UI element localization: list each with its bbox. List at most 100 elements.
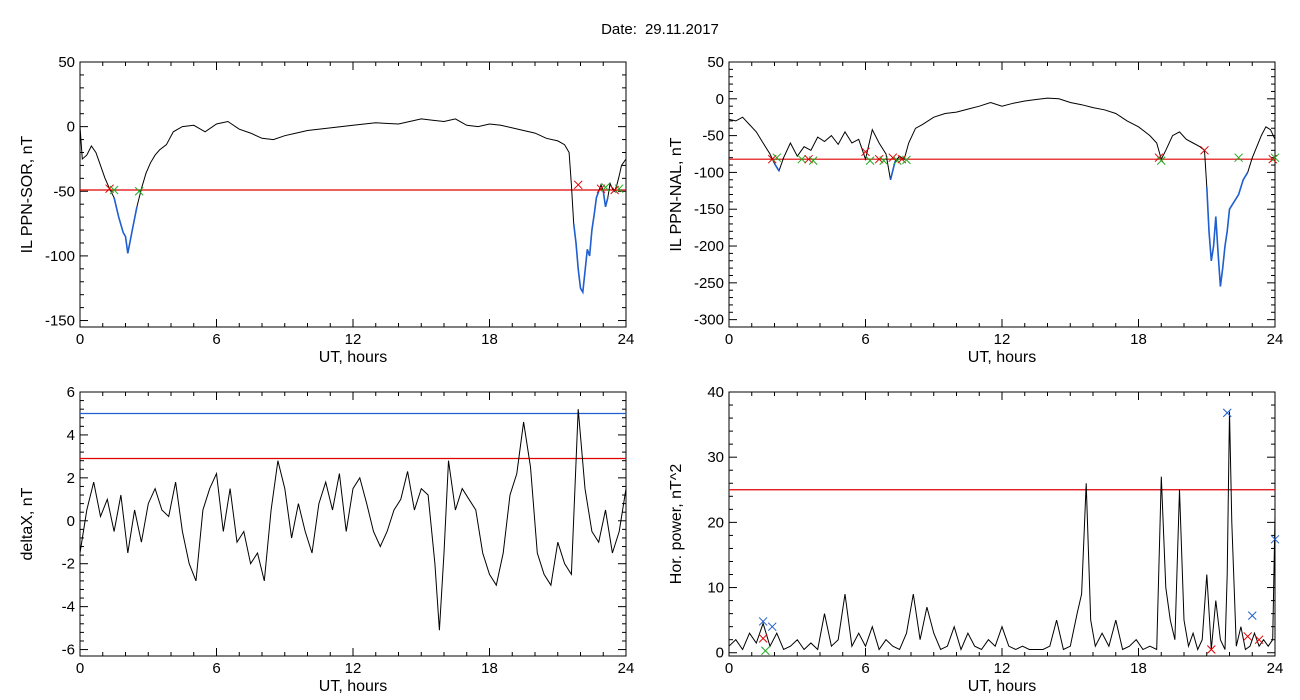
x-tick-label: 24 <box>618 660 635 677</box>
x-tick-label: 6 <box>212 660 220 677</box>
y-axis-label: IL PPN-SOR, nT <box>19 135 36 253</box>
x-axis-label: UT, hours <box>968 678 1036 695</box>
x-axis-label: UT, hours <box>968 349 1036 366</box>
chart-panel-1: 0 6 12 18 24 -150 -100 -50 0 50 UT, hours IL PPN-SO… <box>19 54 634 366</box>
y-tick-label: -200 <box>694 238 724 255</box>
cross-marker-green <box>865 156 875 165</box>
chart-panel-2: 0 6 12 18 24 -300 -250 -200 -150 -100 -50 0 50 UT, ho… <box>668 54 1283 366</box>
y-tick-label: 4 <box>67 427 75 444</box>
y-tick-label: 40 <box>707 384 724 401</box>
plot-area <box>729 97 1275 287</box>
y-tick-label: -250 <box>694 275 724 292</box>
y-tick-label: -150 <box>45 313 75 330</box>
x-tick-label: 24 <box>618 331 635 348</box>
cross-marker-red <box>1268 154 1278 164</box>
series-line <box>80 409 626 631</box>
x-tick-label: 0 <box>725 660 733 677</box>
cross-marker-green <box>1270 153 1280 163</box>
y-tick-label: -2 <box>62 556 75 573</box>
x-tick-label: 0 <box>725 331 733 348</box>
cross-marker-red <box>1254 635 1264 645</box>
x-tick-label: 24 <box>1267 331 1284 348</box>
below-threshold-segment <box>773 163 780 172</box>
cross-marker-green <box>109 185 119 195</box>
x-tick-label: 0 <box>76 660 84 677</box>
below-threshold-segment <box>572 191 600 295</box>
cross-marker-green <box>134 186 144 196</box>
cross-marker-blue <box>1247 611 1257 620</box>
cross-marker-blue <box>1222 408 1232 418</box>
x-tick-label: 12 <box>345 331 362 348</box>
below-threshold-segment <box>602 191 609 207</box>
y-tick-label: 0 <box>716 91 724 108</box>
x-tick-label: 6 <box>212 331 220 348</box>
x-axis-label: UT, hours <box>319 678 387 695</box>
y-tick-label: -4 <box>62 599 75 616</box>
x-axis-label: UT, hours <box>319 349 387 366</box>
cross-marker-green <box>601 183 610 192</box>
y-axis-label: IL PPN-NAL, nT <box>668 137 685 251</box>
cross-marker-red <box>861 147 870 157</box>
cross-marker-green <box>902 155 911 165</box>
y-tick-label: 6 <box>67 384 75 401</box>
plot-frame <box>79 391 627 657</box>
x-tick-label: 6 <box>861 331 869 348</box>
y-tick-label: -100 <box>45 248 75 265</box>
x-tick-label: 12 <box>994 660 1011 677</box>
plot-frame <box>728 61 1276 328</box>
x-tick-label: 18 <box>481 660 498 677</box>
plot-area <box>729 411 1275 651</box>
plot-frame <box>728 391 1276 657</box>
y-tick-label: -50 <box>702 128 724 145</box>
cross-marker-red <box>888 153 898 163</box>
cross-marker-green <box>614 184 624 194</box>
y-tick-label: 10 <box>707 580 724 597</box>
series-line <box>729 411 1275 651</box>
cross-marker-green <box>1156 156 1166 165</box>
cross-marker-blue <box>767 622 777 632</box>
cross-marker-blue <box>758 617 768 626</box>
y-axis-label: Hor. power, nT^2 <box>668 464 685 585</box>
cross-marker-green <box>761 646 770 656</box>
cross-marker-green <box>772 153 782 163</box>
y-tick-label: -300 <box>694 312 724 329</box>
y-tick-label: 50 <box>58 54 75 71</box>
y-tick-label: 0 <box>716 645 724 662</box>
cross-marker-green <box>797 154 807 164</box>
y-tick-label: 0 <box>67 513 75 530</box>
cross-marker-red <box>1206 645 1216 654</box>
below-threshold-segment <box>113 197 138 254</box>
cross-marker-red <box>573 180 583 190</box>
plot-area <box>80 409 626 631</box>
cross-marker-green <box>808 156 818 165</box>
cross-marker-green <box>1234 153 1243 163</box>
figure-title: Date: 29.11.2017 <box>601 21 719 38</box>
x-tick-label: 6 <box>861 660 869 677</box>
cross-marker-red <box>1243 632 1253 641</box>
x-tick-label: 0 <box>76 331 84 348</box>
y-tick-label: 50 <box>707 54 724 71</box>
cross-marker-green <box>879 156 889 165</box>
series-line <box>80 118 626 294</box>
plot-frame <box>79 61 627 328</box>
y-tick-label: 20 <box>707 514 724 531</box>
y-tick-label: -150 <box>694 201 724 218</box>
x-tick-label: 18 <box>481 331 498 348</box>
y-tick-label: -100 <box>694 164 724 181</box>
below-threshold-segment <box>889 161 896 180</box>
series-line <box>729 97 1275 287</box>
y-tick-label: 0 <box>67 119 75 136</box>
x-tick-label: 18 <box>1130 660 1147 677</box>
x-tick-label: 12 <box>994 331 1011 348</box>
y-tick-label: -6 <box>62 642 75 659</box>
cross-marker-red <box>758 634 768 643</box>
y-tick-label: 2 <box>67 470 75 487</box>
y-tick-label: -50 <box>53 183 75 200</box>
cross-marker-red <box>1200 145 1209 155</box>
cross-marker-blue <box>1270 534 1280 544</box>
x-tick-label: 24 <box>1267 660 1284 677</box>
x-tick-label: 12 <box>345 660 362 677</box>
y-axis-label: deltaX, nT <box>19 487 36 560</box>
chart-panel-4: 0 6 12 18 24 0 10 20 30 40 UT, hours Hor. power, nT… <box>668 384 1283 695</box>
